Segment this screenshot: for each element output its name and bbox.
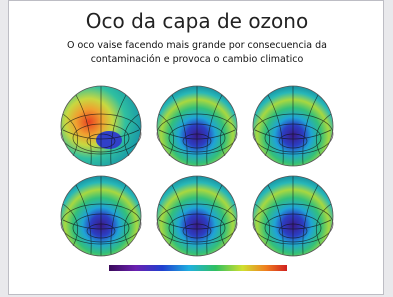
globe <box>157 86 237 166</box>
globe <box>61 86 141 166</box>
globe <box>253 176 333 256</box>
ozone-maps <box>9 1 385 296</box>
color-scale <box>109 265 287 271</box>
slide: Oco da capa de ozono O oco vaise facendo… <box>8 0 384 295</box>
globe <box>61 176 141 256</box>
globe <box>157 176 237 256</box>
globe <box>253 86 333 166</box>
page: Oco da capa de ozono O oco vaise facendo… <box>0 0 393 297</box>
